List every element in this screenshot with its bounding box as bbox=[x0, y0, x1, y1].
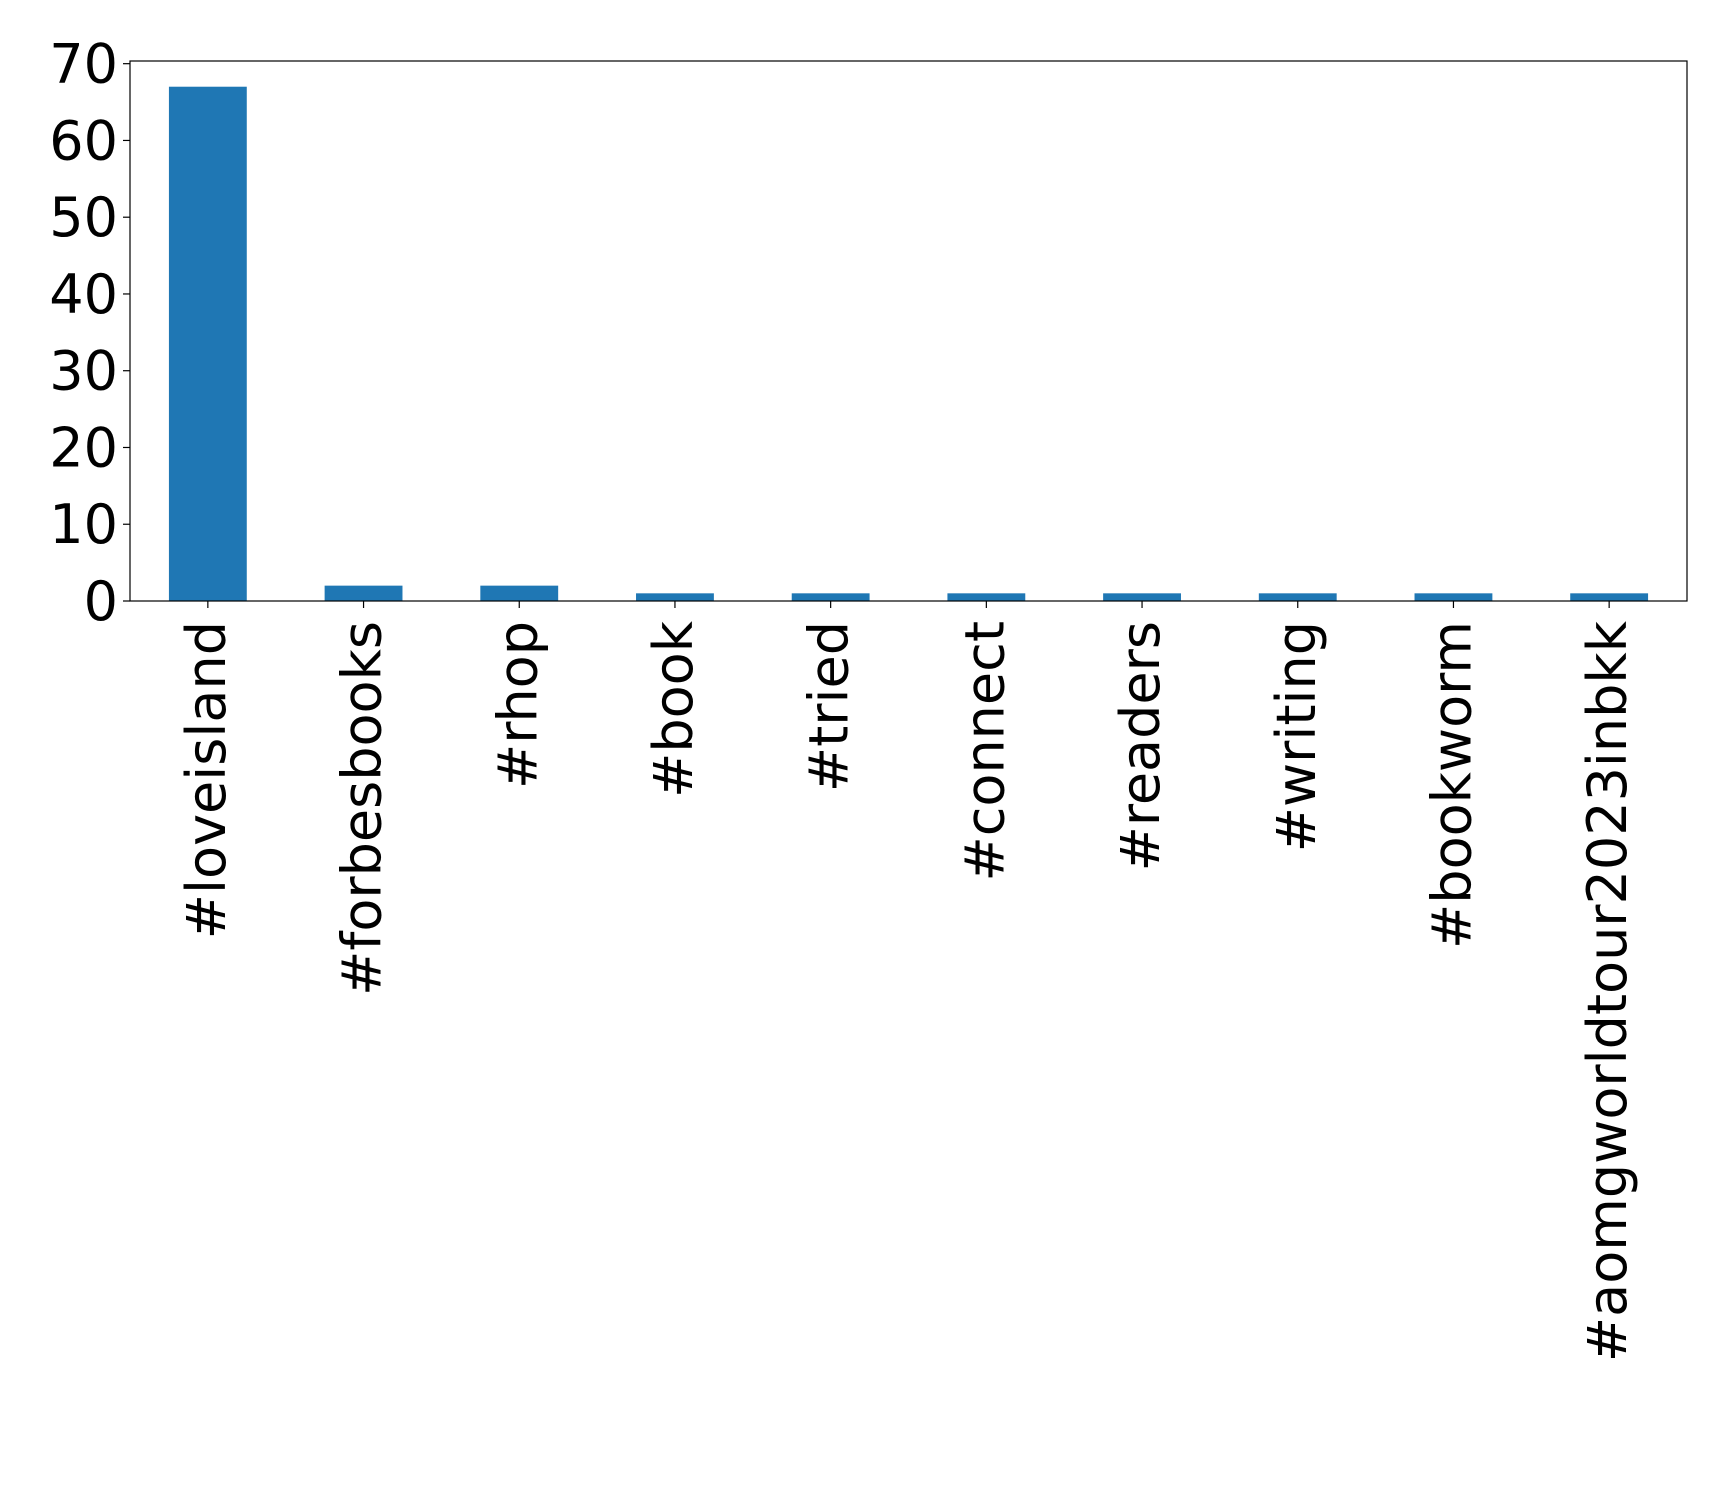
bar-loveisland bbox=[168, 86, 247, 601]
y-tick-label: 0 bbox=[84, 570, 118, 633]
x-tick-label: #bookworm bbox=[1420, 621, 1483, 949]
bars-layer bbox=[168, 86, 1649, 601]
y-tick-label: 30 bbox=[49, 340, 118, 403]
x-tick-label: #writing bbox=[1265, 621, 1328, 852]
x-tick-label: #loveisland bbox=[175, 621, 238, 939]
bar-rhop bbox=[480, 585, 559, 601]
bar-tried bbox=[791, 593, 870, 601]
y-tick-label: 50 bbox=[49, 186, 118, 249]
bar-readers bbox=[1103, 593, 1181, 601]
x-tick-label: #rhop bbox=[486, 621, 549, 789]
x-tick-label: #forbesbooks bbox=[331, 621, 394, 996]
y-tick-label: 70 bbox=[49, 33, 118, 96]
bar-connect bbox=[947, 593, 1026, 601]
x-tick-label: #connect bbox=[953, 621, 1016, 882]
bar-writing bbox=[1258, 593, 1337, 601]
y-axis: 0 10 20 30 40 50 60 70 bbox=[49, 33, 130, 633]
x-tick-label: #book bbox=[642, 620, 705, 798]
bar-aomgworldtour2023inbkk bbox=[1570, 593, 1649, 601]
plot-frame bbox=[129, 60, 1688, 602]
x-tick-label: #readers bbox=[1109, 621, 1172, 871]
y-tick-label: 10 bbox=[49, 493, 118, 556]
x-tick-label: #tried bbox=[798, 621, 861, 792]
bar-bookworm bbox=[1414, 593, 1493, 601]
y-tick-label: 40 bbox=[49, 263, 118, 326]
x-tick-label: #aomgworldtour2023inbkk bbox=[1576, 620, 1639, 1362]
bar-book bbox=[636, 593, 714, 601]
y-tick-label: 60 bbox=[49, 109, 118, 172]
y-tick-label: 20 bbox=[49, 416, 118, 479]
x-axis: #loveisland #forbesbooks #rhop #book #tried #… bbox=[175, 601, 1639, 1362]
bar-forbesbooks bbox=[324, 585, 403, 601]
